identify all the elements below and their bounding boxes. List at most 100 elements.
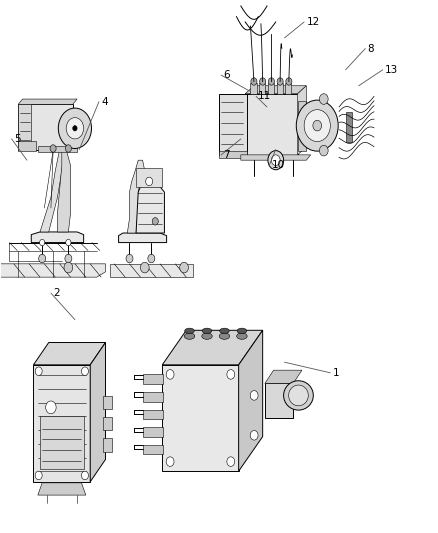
Circle shape [227, 369, 235, 379]
Polygon shape [110, 264, 193, 277]
Bar [103, 395, 112, 409]
Circle shape [319, 94, 328, 104]
Polygon shape [1, 264, 106, 277]
Circle shape [286, 78, 292, 85]
Text: 13: 13 [385, 65, 398, 75]
Bar [143, 427, 163, 437]
Polygon shape [245, 86, 306, 94]
Text: 6: 6 [223, 70, 230, 80]
Circle shape [35, 367, 42, 375]
Text: 4: 4 [101, 96, 108, 107]
Bar [219, 151, 247, 158]
Circle shape [58, 108, 92, 149]
Circle shape [73, 126, 77, 131]
Polygon shape [127, 160, 145, 233]
Polygon shape [297, 86, 306, 155]
Ellipse shape [237, 328, 247, 334]
Circle shape [64, 262, 73, 273]
Bar [219, 94, 247, 155]
Circle shape [319, 146, 328, 156]
Bar [268, 83, 274, 94]
Circle shape [166, 457, 174, 466]
Polygon shape [239, 330, 263, 471]
Circle shape [148, 254, 155, 263]
Bar [143, 409, 163, 419]
Text: 5: 5 [14, 134, 21, 144]
Text: 12: 12 [306, 17, 320, 27]
Text: 2: 2 [53, 288, 60, 298]
Circle shape [66, 118, 84, 139]
Circle shape [152, 217, 158, 225]
Circle shape [272, 155, 280, 165]
Circle shape [227, 457, 235, 466]
Polygon shape [265, 370, 302, 383]
Bar [40, 416, 84, 469]
Bar [259, 83, 265, 94]
Circle shape [268, 151, 284, 169]
Polygon shape [38, 483, 86, 495]
Circle shape [304, 110, 330, 142]
Bar [103, 417, 112, 430]
Bar [18, 104, 31, 150]
Ellipse shape [219, 333, 230, 340]
Circle shape [296, 100, 338, 151]
Circle shape [251, 78, 257, 85]
Circle shape [260, 78, 266, 85]
Bar [162, 365, 239, 471]
Circle shape [313, 120, 321, 131]
Bar [143, 445, 163, 454]
Bar [346, 112, 352, 142]
Circle shape [65, 254, 72, 263]
Bar [136, 168, 162, 187]
Bar [286, 83, 291, 94]
Polygon shape [136, 187, 164, 233]
Circle shape [146, 177, 152, 185]
Ellipse shape [202, 328, 212, 334]
Bar [277, 83, 283, 94]
Bar [103, 438, 112, 451]
Polygon shape [241, 155, 311, 160]
Bar [143, 374, 163, 384]
Bar [297, 101, 306, 151]
Polygon shape [119, 233, 166, 243]
Circle shape [250, 391, 258, 400]
Circle shape [66, 239, 71, 246]
Circle shape [277, 78, 283, 85]
Ellipse shape [237, 333, 247, 340]
Circle shape [35, 471, 42, 480]
Circle shape [180, 262, 188, 273]
Polygon shape [57, 150, 71, 232]
Bar [33, 365, 90, 482]
Circle shape [65, 145, 71, 152]
Text: 10: 10 [272, 160, 285, 171]
Circle shape [250, 431, 258, 440]
Ellipse shape [202, 333, 212, 340]
Ellipse shape [185, 328, 194, 334]
Circle shape [50, 145, 56, 152]
Ellipse shape [184, 333, 195, 340]
Circle shape [141, 262, 149, 273]
Polygon shape [33, 343, 106, 365]
Circle shape [166, 369, 174, 379]
Bar [18, 104, 73, 150]
Bar [143, 392, 163, 401]
Text: 1: 1 [332, 368, 339, 378]
Polygon shape [162, 330, 263, 365]
Polygon shape [90, 343, 106, 482]
Circle shape [268, 78, 275, 85]
Circle shape [39, 254, 46, 263]
Ellipse shape [284, 381, 313, 410]
Circle shape [126, 254, 133, 263]
Text: 7: 7 [223, 150, 230, 160]
Polygon shape [18, 99, 77, 104]
Bar [245, 94, 297, 155]
Circle shape [81, 471, 88, 480]
Ellipse shape [289, 385, 308, 406]
Polygon shape [40, 150, 64, 232]
Polygon shape [31, 232, 84, 243]
Bar [265, 383, 293, 418]
Text: 11: 11 [258, 91, 272, 101]
Bar [38, 146, 77, 152]
Text: 8: 8 [367, 44, 374, 53]
Bar [18, 141, 35, 151]
